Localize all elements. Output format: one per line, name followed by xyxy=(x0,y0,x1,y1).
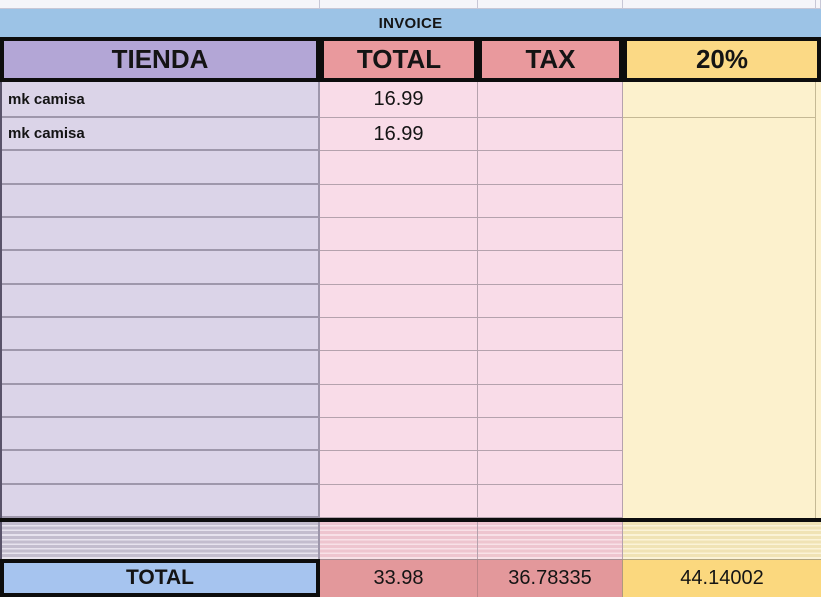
pct-column xyxy=(623,82,821,518)
table-row: mk camisa 16.99 xyxy=(2,82,623,118)
empty-cell[interactable] xyxy=(816,0,821,9)
cell-tax[interactable] xyxy=(478,184,623,218)
cell-tienda[interactable] xyxy=(2,184,320,218)
grand-total-label-cell[interactable]: TOTAL xyxy=(0,559,320,597)
table-left-columns: mk camisa 16.99 mk camisa 16.99 xyxy=(2,82,623,518)
grand-total-total-cell[interactable]: 33.98 xyxy=(320,559,478,597)
grand-total-tax-cell[interactable]: 36.78335 xyxy=(478,559,623,597)
column-header-20pct[interactable]: 20% xyxy=(623,37,821,82)
cell-total[interactable] xyxy=(320,151,478,185)
table-row xyxy=(2,317,623,352)
cell-tax[interactable] xyxy=(478,384,623,418)
hidden-rows-tienda[interactable] xyxy=(2,522,320,559)
column-header-tienda[interactable]: TIENDA xyxy=(0,37,320,82)
cell-tienda[interactable] xyxy=(2,251,320,285)
cell-tienda[interactable]: mk camisa xyxy=(2,82,320,118)
table-row xyxy=(2,451,623,485)
cell-tienda[interactable] xyxy=(2,484,320,518)
cell-total[interactable]: 16.99 xyxy=(320,82,478,118)
cell-total[interactable] xyxy=(320,217,478,252)
table-row xyxy=(2,384,623,418)
hidden-rows-pct[interactable] xyxy=(623,522,821,559)
table-row xyxy=(2,151,623,185)
cell-tienda[interactable] xyxy=(2,217,320,252)
empty-cell[interactable] xyxy=(0,0,320,9)
cell-tienda[interactable] xyxy=(2,384,320,418)
cell-tax[interactable] xyxy=(478,351,623,385)
cell-tax[interactable] xyxy=(478,82,623,118)
partial-row-above xyxy=(0,0,821,9)
cell-tax[interactable] xyxy=(478,284,623,318)
grand-total-row: TOTAL 33.98 36.78335 44.14002 xyxy=(0,559,821,597)
cell-tienda[interactable] xyxy=(2,317,320,352)
table-row xyxy=(2,284,623,318)
column-header-tax[interactable]: TAX xyxy=(478,37,623,82)
highlighted-cell[interactable] xyxy=(478,0,623,9)
cell-tienda[interactable] xyxy=(2,451,320,485)
cell-tienda[interactable] xyxy=(2,151,320,185)
cell-pct-merged[interactable] xyxy=(623,118,816,518)
hidden-rows-tax[interactable] xyxy=(478,522,623,559)
hidden-rows-total[interactable] xyxy=(320,522,478,559)
column-header-row: TIENDA TOTAL TAX 20% xyxy=(0,37,821,82)
cell-total[interactable] xyxy=(320,184,478,218)
column-header-total[interactable]: TOTAL xyxy=(320,37,478,82)
cell-total[interactable] xyxy=(320,484,478,518)
cell-total[interactable]: 16.99 xyxy=(320,118,478,152)
table-bottom-border xyxy=(0,518,821,522)
hidden-rows-band xyxy=(0,522,821,559)
empty-cell[interactable] xyxy=(623,0,816,9)
table-row xyxy=(2,251,623,285)
cell-tax[interactable] xyxy=(478,217,623,252)
cell-tax[interactable] xyxy=(478,151,623,185)
table-body: mk camisa 16.99 mk camisa 16.99 xyxy=(0,82,821,518)
invoice-title: INVOICE xyxy=(378,14,443,32)
invoice-title-bar[interactable]: INVOICE xyxy=(0,9,821,37)
cell-tienda[interactable]: mk camisa xyxy=(2,118,320,152)
table-row xyxy=(2,184,623,218)
cell-tienda[interactable] xyxy=(2,351,320,385)
cell-total[interactable] xyxy=(320,417,478,452)
grand-total-pct-cell[interactable]: 44.14002 xyxy=(623,559,821,597)
right-edge-column-sliver xyxy=(816,82,821,518)
cell-tax[interactable] xyxy=(478,417,623,452)
cell-tax[interactable] xyxy=(478,451,623,485)
cell-total[interactable] xyxy=(320,317,478,352)
cell-total[interactable] xyxy=(320,451,478,485)
cell-total[interactable] xyxy=(320,251,478,285)
cell-tax[interactable] xyxy=(478,118,623,152)
table-row xyxy=(2,217,623,252)
cell-tax[interactable] xyxy=(478,317,623,352)
cell-total[interactable] xyxy=(320,284,478,318)
cell-tienda[interactable] xyxy=(2,284,320,318)
empty-cell[interactable] xyxy=(320,0,478,9)
cell-tax[interactable] xyxy=(478,484,623,518)
cell-total[interactable] xyxy=(320,351,478,385)
table-row xyxy=(2,351,623,385)
table-row xyxy=(2,484,623,518)
table-row xyxy=(2,417,623,452)
pct-column-cells xyxy=(623,82,816,518)
cell-pct-row1[interactable] xyxy=(623,82,816,118)
cell-tienda[interactable] xyxy=(2,417,320,452)
cell-total[interactable] xyxy=(320,384,478,418)
table-row: mk camisa 16.99 xyxy=(2,118,623,152)
cell-tax[interactable] xyxy=(478,251,623,285)
